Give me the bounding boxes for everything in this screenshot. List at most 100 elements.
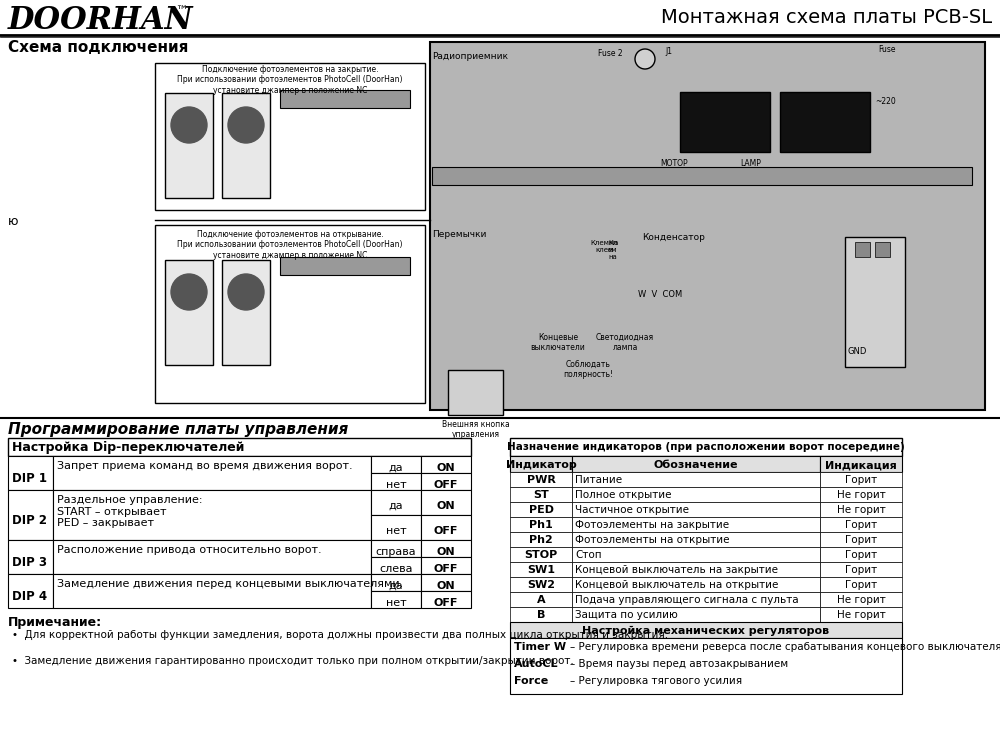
Text: Fuse: Fuse <box>878 45 896 54</box>
Bar <box>371 557 421 574</box>
Text: Частичное открытие: Частичное открытие <box>575 505 689 515</box>
Text: PED: PED <box>528 505 554 515</box>
Text: OFF: OFF <box>434 480 458 490</box>
Bar <box>53 490 371 540</box>
Bar <box>165 93 213 198</box>
Bar <box>820 517 902 532</box>
Text: OFF: OFF <box>434 526 458 536</box>
Text: ™: ™ <box>175 5 188 18</box>
Bar <box>845 237 905 367</box>
Text: – Регулировка времени реверса после срабатывания концевого выключателя: – Регулировка времени реверса после сраб… <box>570 642 1000 652</box>
Text: Force: Force <box>514 676 548 686</box>
Bar <box>0 0 1000 38</box>
Text: LAMP: LAMP <box>740 159 761 168</box>
Bar <box>820 456 902 472</box>
Bar <box>421 540 471 557</box>
Bar <box>572 562 820 577</box>
Bar <box>8 438 471 456</box>
Text: Timer W: Timer W <box>514 642 566 652</box>
Circle shape <box>635 49 655 69</box>
Bar <box>371 591 421 608</box>
Text: DIP 2: DIP 2 <box>12 514 48 526</box>
Text: Защита по усилию: Защита по усилию <box>575 610 678 620</box>
Bar <box>280 90 410 108</box>
Text: Расположение привода относительно ворот.: Расположение привода относительно ворот. <box>57 545 322 555</box>
Text: Не горит: Не горит <box>837 505 885 515</box>
Text: Раздельное управление:
START – открывает
PED – закрывает: Раздельное управление: START – открывает… <box>57 495 202 528</box>
Bar <box>780 92 870 152</box>
Text: A: A <box>537 595 545 605</box>
Text: GND: GND <box>847 347 867 356</box>
Text: Фотоэлементы на закрытие: Фотоэлементы на закрытие <box>575 520 729 530</box>
Bar <box>371 515 421 540</box>
Bar <box>572 502 820 517</box>
Text: Питание: Питание <box>575 475 622 485</box>
Text: Запрет приема команд во время движения ворот.: Запрет приема команд во время движения в… <box>57 461 353 471</box>
Bar <box>510 438 902 456</box>
Text: Ph2: Ph2 <box>529 535 553 545</box>
Text: ON: ON <box>437 547 455 557</box>
Text: ю: ю <box>8 215 18 228</box>
Bar <box>421 557 471 574</box>
Text: ST: ST <box>533 490 549 500</box>
Bar <box>572 532 820 547</box>
Circle shape <box>228 274 264 310</box>
Bar <box>430 42 985 410</box>
Text: да: да <box>389 581 403 591</box>
Text: Перемычки: Перемычки <box>432 230 486 239</box>
Text: Подача управляющего сигнала с пульта: Подача управляющего сигнала с пульта <box>575 595 799 605</box>
Text: Обозначение: Обозначение <box>654 460 738 470</box>
Text: слева: слева <box>379 564 413 574</box>
Bar <box>155 225 425 403</box>
Text: справа: справа <box>376 547 416 557</box>
Bar <box>820 592 902 607</box>
Text: DIP 3: DIP 3 <box>12 556 48 568</box>
Text: Подключение фотоэлементов на закрытие.
При использовании фотоэлементов PhotoCell: Подключение фотоэлементов на закрытие. П… <box>177 65 403 95</box>
Text: DIP 4: DIP 4 <box>12 590 48 602</box>
Text: Не горит: Не горит <box>837 595 885 605</box>
Bar <box>510 562 572 577</box>
Bar <box>820 607 902 622</box>
Bar <box>421 574 471 591</box>
Bar <box>8 490 53 540</box>
Text: Горит: Горит <box>845 520 877 530</box>
Bar <box>820 502 902 517</box>
Text: Горит: Горит <box>845 580 877 590</box>
Bar <box>432 167 972 185</box>
Bar <box>53 456 371 490</box>
Bar <box>371 473 421 490</box>
Text: Примечание:: Примечание: <box>8 616 102 629</box>
Text: •  Замедление движения гарантированно происходит только при полном открытии/закр: • Замедление движения гарантированно про… <box>12 656 574 666</box>
Text: Подключение фотоэлементов на открывание.
При использовании фотоэлементов PhotoCe: Подключение фотоэлементов на открывание.… <box>177 230 403 260</box>
Text: Горит: Горит <box>845 550 877 560</box>
Text: Кл
ем
на: Кл ем на <box>608 240 618 260</box>
Bar <box>680 92 770 152</box>
Text: Горит: Горит <box>845 565 877 575</box>
Text: PWR: PWR <box>527 475 555 485</box>
Text: OFF: OFF <box>434 564 458 574</box>
Text: J1: J1 <box>665 47 672 56</box>
Text: STOP: STOP <box>524 550 558 560</box>
Text: – Время паузы перед автозакрыванием: – Время паузы перед автозакрыванием <box>570 659 788 669</box>
Text: Настройка Dip-переключателей: Настройка Dip-переключателей <box>12 441 244 454</box>
Text: Монтажная схема платы PCB-SL: Монтажная схема платы PCB-SL <box>661 8 992 27</box>
Text: Не горит: Не горит <box>837 610 885 620</box>
Text: ON: ON <box>437 581 455 591</box>
Bar <box>371 490 421 515</box>
Text: ON: ON <box>437 463 455 473</box>
Text: Соблюдать
полярность!: Соблюдать полярность! <box>563 360 613 379</box>
Text: DOORHAN: DOORHAN <box>8 5 194 36</box>
Text: Радиоприемник: Радиоприемник <box>432 52 508 61</box>
Text: Конденсатор: Конденсатор <box>642 233 705 242</box>
Bar <box>855 242 870 257</box>
Bar <box>572 456 820 472</box>
Text: Горит: Горит <box>845 475 877 485</box>
Text: OFF: OFF <box>434 598 458 608</box>
Text: нет: нет <box>386 480 406 490</box>
Bar <box>165 260 213 365</box>
Bar <box>371 540 421 557</box>
Text: Полное открытие: Полное открытие <box>575 490 672 500</box>
Bar <box>510 547 572 562</box>
Bar <box>510 577 572 592</box>
Bar <box>8 456 53 490</box>
